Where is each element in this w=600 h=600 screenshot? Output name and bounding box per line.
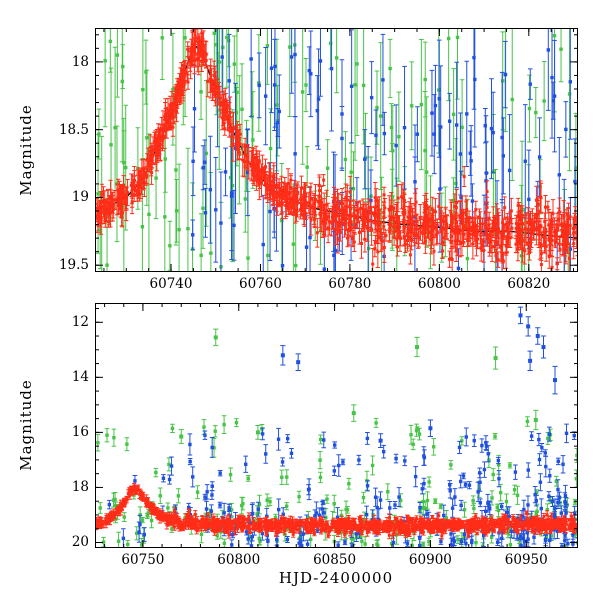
bottom-x-tick-label: 60950 [504,552,548,568]
top-y-tick-label: 19.5 [58,257,89,274]
bottom-y-tick-label: 20 [71,534,89,551]
bottom-y-tick-label: 12 [71,314,89,331]
top-x-tick-label: 60760 [238,276,282,292]
top-y-axis-label: Magnitude [17,104,35,196]
top-x-tick-label: 60820 [507,276,551,292]
top-panel-plot [95,28,578,272]
top-y-tick-label: 18 [71,53,89,70]
bottom-y-tick-label: 14 [71,369,89,386]
bottom-x-tick-label: 60800 [217,552,261,568]
top-x-tick-label: 60800 [417,276,461,292]
x-axis-label: HJD-2400000 [278,569,394,587]
bottom-x-tick-label: 60900 [408,552,452,568]
bottom-y-tick-label: 18 [71,479,89,496]
bottom-y-axis-label: Magnitude [17,379,35,471]
top-x-tick-label: 60780 [328,276,372,292]
bottom-panel-plot [95,303,578,548]
top-x-tick-label: 60740 [149,276,193,292]
bottom-y-tick-label: 16 [71,424,89,441]
top-y-tick-label: 19 [71,189,89,206]
top-y-tick-label: 18.5 [58,121,89,138]
bottom-x-tick-label: 60850 [313,552,357,568]
bottom-x-tick-label: 60750 [121,552,165,568]
